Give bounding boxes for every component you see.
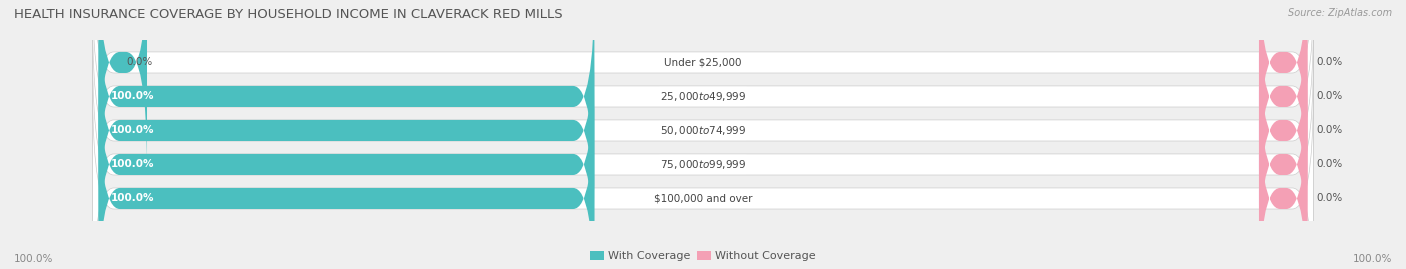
Text: 100.0%: 100.0% <box>111 193 155 203</box>
FancyBboxPatch shape <box>93 90 1313 269</box>
Text: 0.0%: 0.0% <box>1316 160 1343 169</box>
FancyBboxPatch shape <box>93 56 1313 269</box>
FancyBboxPatch shape <box>93 0 1313 171</box>
Text: $50,000 to $74,999: $50,000 to $74,999 <box>659 124 747 137</box>
Legend: With Coverage, Without Coverage: With Coverage, Without Coverage <box>586 246 820 266</box>
FancyBboxPatch shape <box>1258 0 1308 171</box>
Text: 0.0%: 0.0% <box>1316 125 1343 136</box>
FancyBboxPatch shape <box>1258 56 1308 269</box>
FancyBboxPatch shape <box>98 0 148 171</box>
FancyBboxPatch shape <box>1258 0 1308 205</box>
Text: 100.0%: 100.0% <box>111 91 155 101</box>
Text: 100.0%: 100.0% <box>111 160 155 169</box>
FancyBboxPatch shape <box>98 56 595 269</box>
Text: Under $25,000: Under $25,000 <box>664 58 742 68</box>
Text: 0.0%: 0.0% <box>1316 58 1343 68</box>
Text: $75,000 to $99,999: $75,000 to $99,999 <box>659 158 747 171</box>
Text: 0.0%: 0.0% <box>1316 91 1343 101</box>
Text: 100.0%: 100.0% <box>111 125 155 136</box>
FancyBboxPatch shape <box>1258 90 1308 269</box>
FancyBboxPatch shape <box>93 0 1313 205</box>
FancyBboxPatch shape <box>98 22 595 239</box>
Text: Source: ZipAtlas.com: Source: ZipAtlas.com <box>1288 8 1392 18</box>
Text: 100.0%: 100.0% <box>14 254 53 264</box>
Text: 0.0%: 0.0% <box>1316 193 1343 203</box>
Text: $25,000 to $49,999: $25,000 to $49,999 <box>659 90 747 103</box>
FancyBboxPatch shape <box>98 0 595 205</box>
Text: 100.0%: 100.0% <box>1353 254 1392 264</box>
FancyBboxPatch shape <box>93 22 1313 239</box>
Text: HEALTH INSURANCE COVERAGE BY HOUSEHOLD INCOME IN CLAVERACK RED MILLS: HEALTH INSURANCE COVERAGE BY HOUSEHOLD I… <box>14 8 562 21</box>
FancyBboxPatch shape <box>1258 22 1308 239</box>
Text: $100,000 and over: $100,000 and over <box>654 193 752 203</box>
Text: 0.0%: 0.0% <box>127 58 153 68</box>
FancyBboxPatch shape <box>98 90 595 269</box>
